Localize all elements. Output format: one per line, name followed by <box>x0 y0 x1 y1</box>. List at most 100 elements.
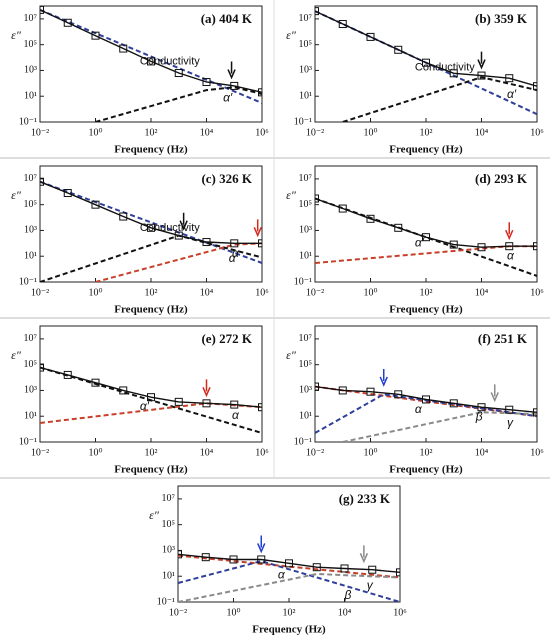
data-point <box>394 45 403 54</box>
plot-area <box>40 177 262 282</box>
plot-area <box>315 194 537 277</box>
x-tick-label: 10² <box>420 447 433 458</box>
series-label: Conductivity <box>140 56 200 68</box>
x-tick-label: 10² <box>145 127 158 138</box>
x-tick-label: 10⁰ <box>88 127 102 138</box>
peak-arrow <box>253 219 262 238</box>
data-point <box>449 240 458 249</box>
x-axis-label: Frequency (Hz) <box>389 464 463 476</box>
x-tick-label: 10⁻² <box>31 287 49 298</box>
data-point <box>258 239 262 248</box>
y-tick-label: 10⁷ <box>299 173 313 184</box>
data-point <box>315 382 319 391</box>
component-line <box>342 76 537 122</box>
x-tick-label: 10⁰ <box>363 127 377 138</box>
y-axis-label: ε″ <box>286 188 297 202</box>
data-point <box>174 231 183 240</box>
series-label: α′ <box>140 399 150 413</box>
x-axis-label: Frequency (Hz) <box>114 464 188 476</box>
data-point <box>533 408 537 417</box>
x-axis-label: Frequency (Hz) <box>389 144 463 156</box>
y-tick-label: 10⁵ <box>24 359 38 370</box>
data-point <box>257 555 266 564</box>
data-point <box>91 31 100 40</box>
data-point <box>312 563 321 572</box>
fit-line <box>40 366 262 408</box>
plot-area <box>315 7 537 122</box>
y-tick-label: 10⁵ <box>162 519 176 530</box>
y-tick-label: 10³ <box>299 385 312 396</box>
peak-arrow <box>202 379 211 398</box>
panel: 10⁻² 10⁰ 10² 10⁴ 10⁶ 10⁻¹ 10¹ 10³ 10⁵ 10⁷ Frequenc… <box>286 5 544 156</box>
panel-title: (a) 404 K <box>201 11 253 26</box>
y-tick-label: 10³ <box>299 225 312 236</box>
data-point <box>477 403 486 412</box>
x-tick-label: 10⁻² <box>306 447 324 458</box>
y-tick-label: 10⁷ <box>24 333 38 344</box>
y-axis-label: ε″ <box>11 188 22 202</box>
data-point <box>63 370 72 379</box>
series-label: α <box>278 568 286 582</box>
peak-arrow <box>477 51 486 70</box>
y-tick-label: 10⁻¹ <box>19 116 37 127</box>
plot-area <box>315 382 537 442</box>
data-point <box>202 399 211 408</box>
data-point <box>338 204 347 213</box>
y-tick-label: 10⁵ <box>299 199 313 210</box>
panel: 10⁻² 10⁰ 10² 10⁴ 10⁶ 10⁻¹ 10¹ 10³ 10⁵ 10⁷ Frequenc… <box>286 325 544 476</box>
y-tick-label: 10⁷ <box>299 13 313 24</box>
series-label: α′ <box>507 87 517 101</box>
x-tick-label: 10⁶ <box>530 287 544 298</box>
y-tick-label: 10¹ <box>299 251 312 262</box>
panel-title: (f) 251 K <box>478 331 528 346</box>
panel-title: (c) 326 K <box>201 171 252 186</box>
data-point <box>368 565 377 574</box>
y-axis-label: ε″ <box>11 28 22 42</box>
panel: 10⁻² 10⁰ 10² 10⁴ 10⁶ 10⁻¹ 10¹ 10³ 10⁵ 10⁷ Frequenc… <box>11 5 269 156</box>
data-point <box>338 20 347 29</box>
x-tick-label: 10⁰ <box>88 447 102 458</box>
data-point <box>91 378 100 387</box>
data-point <box>63 18 72 27</box>
peak-arrow <box>179 212 188 231</box>
data-point <box>174 69 183 78</box>
component-line <box>40 402 262 424</box>
plot-area <box>178 550 400 602</box>
data-point <box>449 69 458 78</box>
data-point <box>505 74 514 83</box>
x-tick-label: 10⁻² <box>169 607 187 618</box>
x-tick-label: 10⁶ <box>393 607 407 618</box>
data-point <box>394 390 403 399</box>
data-point <box>147 393 155 402</box>
y-axis-label: ε″ <box>11 348 22 362</box>
x-tick-label: 10⁴ <box>475 447 489 458</box>
x-tick-label: 10² <box>420 127 433 138</box>
data-point <box>119 386 128 395</box>
y-axis-label: ε″ <box>286 348 297 362</box>
series-label: α <box>415 402 423 416</box>
plot-area <box>40 6 262 122</box>
y-tick-label: 10³ <box>24 65 37 76</box>
data-point <box>230 400 239 409</box>
panel: 10⁻² 10⁰ 10² 10⁴ 10⁶ 10⁻¹ 10¹ 10³ 10⁵ 10⁷ Frequenc… <box>11 165 269 316</box>
y-tick-label: 10⁻¹ <box>19 276 37 287</box>
data-point <box>366 214 375 223</box>
component-line <box>315 393 537 434</box>
x-axis-label: Frequency (Hz) <box>252 624 326 636</box>
y-tick-label: 10⁷ <box>24 173 38 184</box>
y-tick-label: 10¹ <box>299 411 312 422</box>
x-tick-label: 10⁶ <box>255 447 269 458</box>
panel-title: (e) 272 K <box>201 331 252 346</box>
y-tick-label: 10⁵ <box>299 359 313 370</box>
series-label: γ <box>507 415 514 429</box>
x-tick-label: 10⁴ <box>475 287 489 298</box>
x-tick-label: 10⁴ <box>475 127 489 138</box>
x-tick-label: 10⁻² <box>31 127 49 138</box>
y-tick-label: 10⁻¹ <box>294 276 312 287</box>
data-point <box>338 386 347 395</box>
data-point <box>394 223 403 232</box>
data-point <box>230 239 239 248</box>
y-tick-label: 10¹ <box>299 91 312 102</box>
x-tick-label: 10⁴ <box>338 607 352 618</box>
